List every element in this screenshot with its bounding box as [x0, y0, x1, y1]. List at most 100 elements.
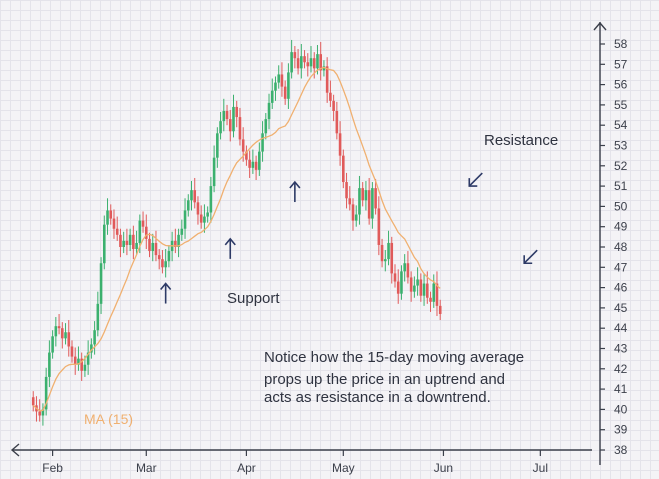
candle-body [109, 210, 113, 219]
y-tick-label: 38 [614, 443, 628, 457]
candle-body [141, 220, 145, 227]
x-tick-label: Jun [434, 461, 453, 475]
candle-body [374, 188, 377, 209]
note-line-1: Notice how the 15-day moving average [264, 349, 524, 366]
candle-body [425, 283, 429, 298]
resistance-label: Resistance [484, 132, 558, 149]
candle-body [280, 74, 284, 87]
candle-body [164, 261, 167, 268]
candle-body [248, 159, 251, 168]
candle-body [274, 82, 277, 91]
down-left-arrow-head-icon [523, 255, 533, 265]
candle-body [306, 62, 310, 67]
candle-body [238, 117, 242, 140]
candle-body [125, 240, 129, 245]
candle-body [128, 234, 132, 245]
candle-body [235, 106, 239, 118]
candle-body [199, 214, 203, 223]
candle-body [319, 54, 322, 71]
candle-body [364, 190, 368, 201]
candle-body [180, 228, 184, 235]
candle-body [409, 277, 413, 292]
candle-body [380, 244, 384, 262]
candle-body [416, 279, 419, 286]
candle-body [303, 56, 306, 63]
note-line-3: acts as resistance in a downtrend. [264, 389, 491, 406]
candle-body [144, 226, 148, 239]
candle-body [174, 240, 177, 247]
candle-body [300, 56, 303, 69]
up-arrow-head-icon [289, 180, 301, 189]
candle-body [429, 297, 432, 302]
candle-body [290, 52, 293, 73]
candle-body [338, 133, 342, 156]
candle-body [335, 110, 339, 134]
candle-body [316, 54, 319, 69]
candle-body [342, 155, 345, 183]
candle-body [329, 92, 332, 101]
candle-body [283, 86, 287, 99]
candle-body [432, 283, 436, 302]
candle-body [332, 100, 335, 111]
candle-body [419, 279, 423, 296]
down-left-arrow-icon [468, 172, 483, 187]
candle-body [384, 259, 387, 262]
annotation-arrows [160, 172, 538, 304]
candle-body [270, 90, 274, 103]
candle-body [212, 157, 216, 187]
candle-body [406, 263, 410, 278]
x-tick-label: Feb [42, 461, 63, 475]
candle-body [190, 190, 193, 201]
candle-body [57, 326, 61, 329]
candle-body [422, 283, 426, 296]
candle-body [122, 240, 125, 247]
y-tick-label: 46 [614, 281, 628, 295]
candle-body [93, 330, 96, 345]
candle-body [393, 273, 397, 282]
candle-body [186, 200, 190, 211]
candle-body [264, 119, 268, 134]
candle-body [309, 58, 313, 67]
candle-body [258, 151, 261, 170]
candle-body [154, 242, 158, 256]
candle-body [361, 188, 364, 201]
candle-body [183, 210, 187, 229]
candle-body [396, 281, 400, 294]
y-tick-label: 41 [614, 382, 628, 396]
candle-body [96, 303, 100, 331]
candle-body [148, 238, 151, 252]
candle-body [135, 242, 138, 250]
candle-body [438, 305, 442, 314]
up-arrow-head-icon [160, 282, 172, 291]
candle-body [73, 356, 77, 365]
y-tick-label: 53 [614, 139, 628, 153]
note-line-2: props up the price in an uptrend and [264, 371, 505, 388]
candle-body [245, 151, 248, 160]
candle-body [209, 186, 213, 213]
y-tick-label: 56 [614, 78, 628, 92]
candle-body [51, 336, 54, 353]
x-tick-label: May [332, 461, 355, 475]
candle-body [277, 74, 281, 83]
candle-body [48, 352, 51, 377]
ma-label: MA (15) [84, 411, 133, 427]
candle-body [219, 121, 222, 134]
candle-body [119, 234, 122, 247]
y-tick-label: 48 [614, 240, 628, 254]
candle-body [196, 202, 200, 215]
y-tick-label: 39 [614, 423, 628, 437]
candle-body [102, 224, 106, 264]
candle-body [232, 106, 235, 132]
candle-body [241, 139, 245, 152]
down-left-arrow-head-icon [468, 178, 478, 187]
candle-body [38, 411, 41, 416]
candle-body [31, 397, 35, 406]
candle-body [345, 182, 348, 199]
y-tick-label: 44 [614, 321, 628, 335]
candle-body [157, 255, 161, 260]
candle-body [325, 66, 329, 93]
candle-body [216, 133, 219, 158]
y-tick-label: 52 [614, 159, 628, 173]
x-tick-label: Apr [237, 461, 256, 475]
